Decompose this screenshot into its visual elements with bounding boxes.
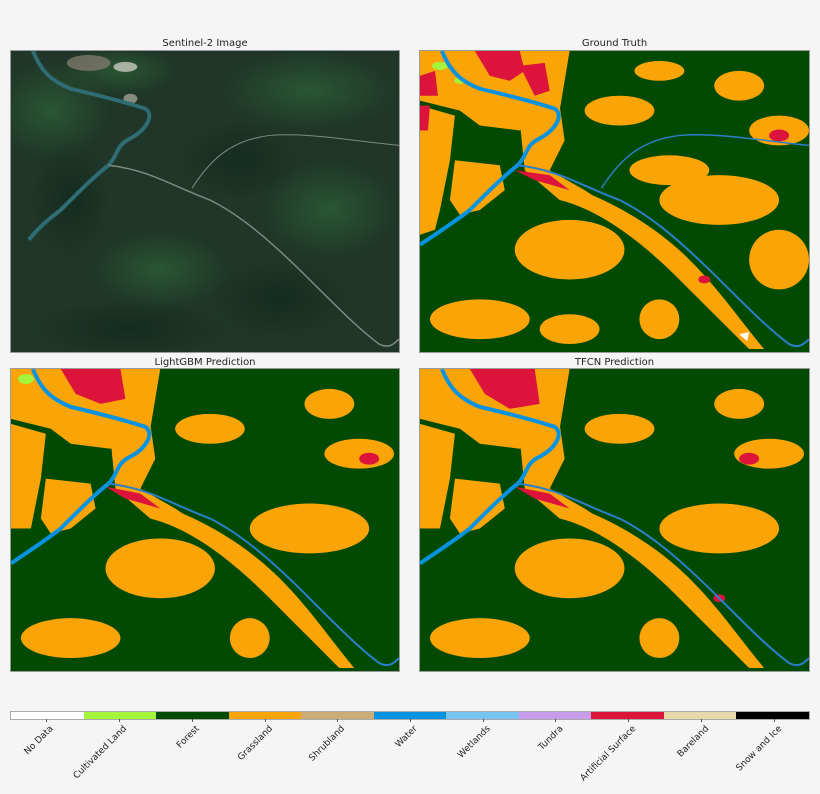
legend-swatch bbox=[518, 712, 592, 719]
legend-swatch bbox=[83, 712, 157, 719]
legend-swatch bbox=[736, 712, 810, 719]
tfcn-map bbox=[420, 369, 809, 671]
legend-label: Bareland bbox=[675, 724, 712, 760]
legend-tick bbox=[410, 719, 411, 722]
legend-label: Artificial Surface bbox=[578, 724, 639, 784]
lightgbm-map bbox=[11, 369, 399, 671]
legend-swatch bbox=[663, 712, 737, 719]
panel-title-tfcn: TFCN Prediction bbox=[574, 357, 655, 368]
legend-swatch bbox=[373, 712, 447, 719]
legend-swatch bbox=[591, 712, 664, 719]
legend-swatch bbox=[446, 712, 519, 719]
legend-swatch bbox=[301, 712, 374, 719]
legend-tick bbox=[337, 719, 339, 722]
legend-tick bbox=[191, 719, 193, 722]
legend-swatch bbox=[156, 712, 229, 719]
legend-tick bbox=[46, 719, 48, 722]
satellite-image bbox=[11, 51, 399, 352]
legend-tick bbox=[628, 719, 630, 722]
legend-tick bbox=[700, 719, 702, 722]
legend-tick bbox=[773, 719, 775, 722]
legend-label: Wetlands bbox=[455, 724, 493, 761]
legend-swatch bbox=[11, 712, 84, 719]
lightgbm-map-panel bbox=[10, 368, 400, 672]
legend-label: Snow and Ice bbox=[734, 724, 784, 774]
ground-truth-map-panel bbox=[419, 50, 810, 353]
legend-label: Shrubland bbox=[307, 724, 348, 764]
legend-tick bbox=[264, 719, 266, 722]
sentinel-image-panel bbox=[10, 50, 400, 353]
legend-label: No Data bbox=[23, 724, 57, 757]
panel-title-lightgbm: LightGBM Prediction bbox=[154, 357, 256, 368]
legend-tick bbox=[119, 719, 121, 722]
legend-label: Grassland bbox=[235, 724, 275, 763]
panel-title-ground-truth: Ground Truth bbox=[581, 38, 648, 49]
legend-swatch bbox=[228, 712, 302, 719]
legend-tick bbox=[555, 719, 557, 722]
legend-label: Forest bbox=[174, 724, 202, 751]
ground-truth-map bbox=[420, 51, 809, 352]
legend-label: Cultivated Land bbox=[71, 724, 130, 782]
legend-label: Tundra bbox=[537, 724, 566, 753]
panel-title-sentinel: Sentinel-2 Image bbox=[162, 38, 248, 49]
legend-tick bbox=[482, 719, 484, 722]
tfcn-map-panel bbox=[419, 368, 810, 672]
legend-label: Water bbox=[393, 724, 420, 750]
